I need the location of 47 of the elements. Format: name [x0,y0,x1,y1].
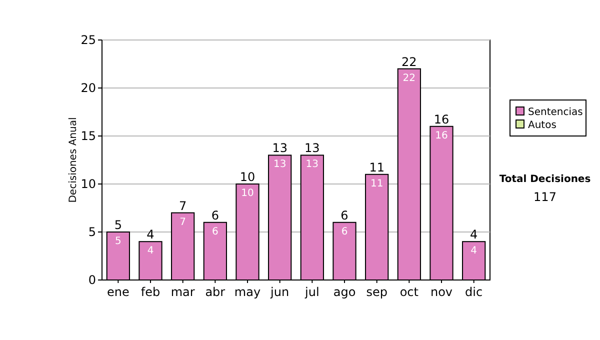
y-tick-label: 15 [80,129,96,143]
data-label: 4 [470,246,478,257]
y-tick-label: 0 [88,273,96,287]
x-tick-label: jun [270,285,290,299]
legend-label: Autos [528,120,556,131]
x-tick-label: nov [430,285,453,299]
text: 117 [534,190,556,204]
x-tick-label: abr [205,285,226,299]
text: Total Decisiones [499,174,591,185]
x-tick-label: ene [106,285,130,299]
data-label: 7 [180,216,186,228]
x-tick-label: ago [333,285,356,299]
x-tick-label: dic [465,285,483,299]
total-label: 6 [340,208,348,222]
total-label: 13 [272,141,288,156]
data-label: 16 [435,130,448,142]
total-label: 22 [402,54,417,69]
total-label: 5 [114,218,122,232]
x-tick-label: jul [304,285,320,299]
data-label: 13 [273,159,286,170]
data-label: 5 [114,236,122,247]
data-label: 10 [241,188,254,199]
data-label: 22 [402,72,416,84]
y-tick-label: 10 [80,177,96,191]
y-axis-title: Decisiones Anual [68,117,79,203]
total-label: 6 [211,208,219,222]
x-tick-label: mar [170,285,195,299]
total-label: 11 [369,160,384,174]
total-label: 4 [146,228,154,242]
total-label: 4 [470,228,478,242]
total-label: 13 [304,141,320,156]
data-label: 6 [341,226,348,238]
y-tick-label: 5 [88,225,96,239]
data-label: 6 [212,226,218,238]
legend-label: Sentencias [528,107,583,118]
x-tick-label: feb [140,285,160,299]
data-label: 4 [147,246,154,257]
total-label: 7 [179,198,187,213]
data-label: 13 [306,159,319,170]
x-tick-label: sep [366,285,388,299]
y-tick-label: 20 [80,81,96,95]
x-tick-label: oct [400,285,419,299]
y-tick-label: 25 [80,33,96,47]
total-label: 16 [434,112,450,126]
total-label: 10 [240,170,256,184]
x-tick-label: may [234,285,261,299]
data-label: 11 [370,178,384,190]
